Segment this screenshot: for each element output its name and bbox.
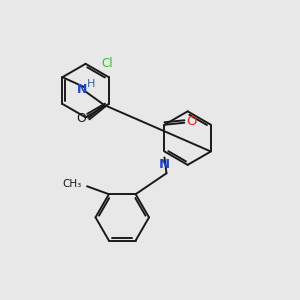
Text: Cl: Cl xyxy=(101,57,112,70)
Text: N: N xyxy=(159,158,170,171)
Text: H: H xyxy=(87,79,95,89)
Text: O: O xyxy=(186,115,196,128)
Text: N: N xyxy=(77,82,87,96)
Text: CH₃: CH₃ xyxy=(62,179,81,189)
Text: O: O xyxy=(76,112,86,125)
